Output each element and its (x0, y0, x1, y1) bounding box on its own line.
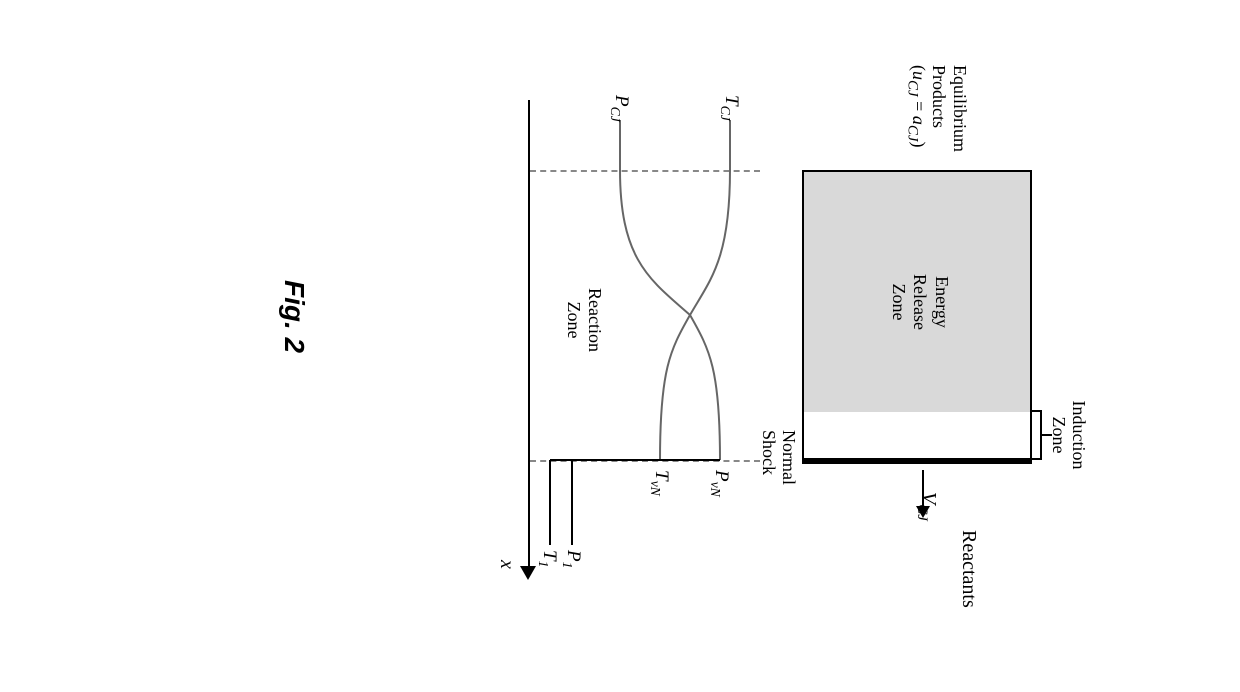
energy-release-label: EnergyReleaseZone (887, 242, 952, 362)
normal-shock-label: NormalShock (758, 430, 798, 530)
vcj-label: VCJ (913, 492, 940, 521)
x-axis-line (528, 100, 530, 570)
normal-shock-line (802, 458, 1032, 464)
tcj-label: TCJ (717, 95, 742, 121)
equilibrium-products-label: EquilibriumProducts(uCJ = aCJ) (903, 65, 970, 165)
profile-curves (520, 100, 760, 600)
x-axis-label: x (495, 560, 518, 569)
znd-detonation-diagram: InductionZone EnergyReleaseZone NormalSh… (360, 100, 1060, 600)
reactants-label: Reactants (957, 530, 980, 608)
induction-zone-bracket (1032, 410, 1060, 460)
pressure-temperature-profile: x TCJ PCJ PvN TvN P1 T1 ReactionZone (460, 100, 760, 600)
pvn-label: PvN (707, 470, 732, 497)
t1-label: T1 (535, 550, 560, 567)
figure-caption: Fig. 2 (278, 280, 310, 353)
x-axis-arrowhead-icon (520, 566, 536, 580)
reaction-zone-label: ReactionZone (564, 250, 605, 390)
temperature-curve (660, 120, 730, 460)
p1-label: P1 (559, 550, 584, 568)
detonation-structure-box: EnergyReleaseZone (802, 170, 1032, 460)
tvn-label: TvN (647, 470, 672, 496)
pcj-label: PCJ (607, 95, 632, 122)
